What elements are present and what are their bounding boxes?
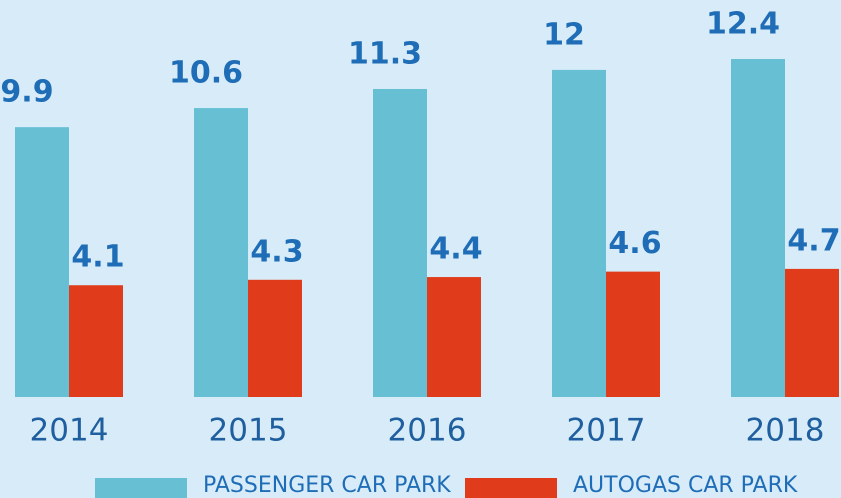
- bar: [69, 285, 123, 397]
- bar: [248, 279, 302, 397]
- bar: [606, 271, 660, 397]
- bar: [785, 268, 839, 397]
- value-label: 9.9: [0, 75, 53, 110]
- bar: [427, 277, 481, 397]
- value-label: 11.3: [348, 36, 422, 71]
- bar: [552, 69, 606, 397]
- bar: [373, 88, 427, 397]
- x-tick-label: 2016: [388, 413, 467, 449]
- x-tick-label: 2015: [209, 413, 288, 449]
- value-label: 4.6: [608, 226, 661, 261]
- value-label: 4.4: [429, 232, 482, 267]
- bar: [194, 108, 248, 397]
- value-label: 12: [543, 17, 585, 52]
- legend-label: AUTOGAS CAR PARK: [573, 473, 798, 498]
- value-label: 4.1: [71, 240, 124, 275]
- value-label: 12.4: [706, 7, 780, 42]
- bar: [15, 127, 69, 397]
- legend-label: PASSENGER CAR PARK: [203, 473, 451, 498]
- value-label: 4.3: [250, 234, 303, 269]
- x-tick-label: 2018: [746, 413, 825, 449]
- bar: [731, 59, 785, 397]
- value-label: 4.7: [787, 223, 840, 258]
- x-tick-label: 2017: [567, 413, 646, 449]
- legend-swatch: [465, 478, 557, 498]
- value-label: 10.6: [169, 56, 243, 91]
- x-tick-label: 2014: [30, 413, 109, 449]
- legend-swatch: [95, 478, 187, 498]
